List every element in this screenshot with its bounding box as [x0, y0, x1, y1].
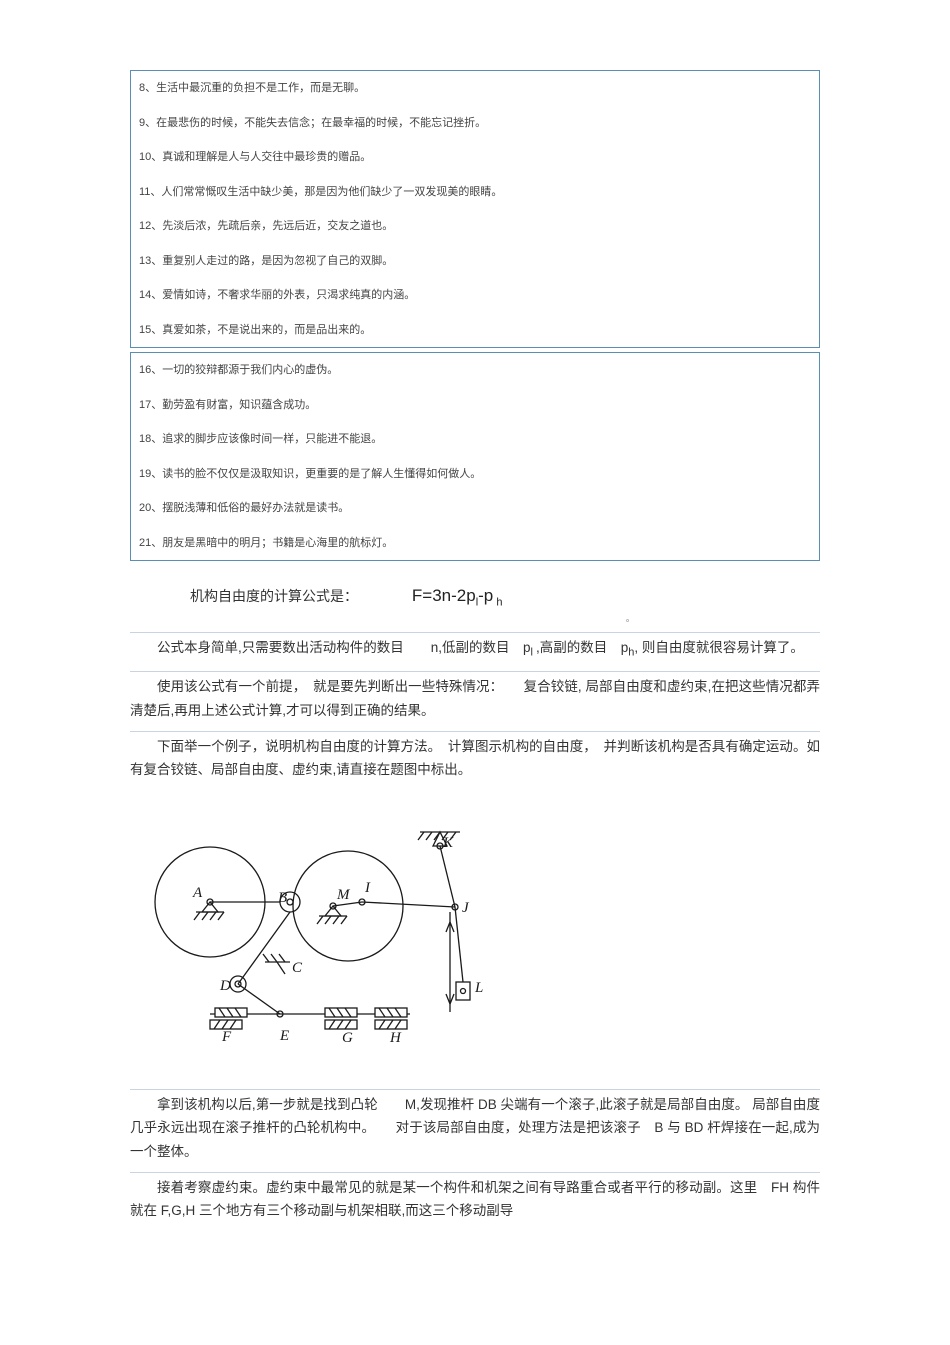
label-F: F	[221, 1029, 232, 1045]
aphorism-item: 8、生活中最沉重的负担不是工作，而是无聊。	[131, 71, 819, 106]
divider	[130, 1089, 820, 1090]
aphorism-item: 11、人们常常慨叹生活中缺少美，那是因为他们缺少了一双发现美的眼睛。	[131, 175, 819, 210]
divider	[130, 731, 820, 732]
label-H: H	[389, 1030, 402, 1046]
aphorism-item: 12、先淡后浓，先疏后亲，先远后近，交友之道也。	[131, 209, 819, 244]
aphorism-item: 18、追求的脚步应该像时间一样，只能进不能退。	[131, 422, 819, 457]
paragraph-1: 公式本身简单,只需要数出活动构件的数目 n,低副的数目 pl ,高副的数目 ph…	[130, 636, 820, 663]
label-D: D	[219, 978, 231, 994]
aphorism-item: 15、真爱如茶，不是说出来的，而是品出来的。	[131, 313, 819, 348]
diagram-svg: A B M I K J C D L E F G H	[130, 794, 545, 1049]
paragraph-2: 使用该公式有一个前提， 就是要先判断出一些特殊情况： 复合铰链, 局部自由度和虚…	[130, 675, 820, 722]
aphorism-item: 9、在最悲伤的时候，不能失去信念；在最幸福的时候，不能忘记挫折。	[131, 106, 819, 141]
label-A: A	[192, 885, 203, 901]
mechanism-diagram: A B M I K J C D L E F G H	[130, 794, 820, 1049]
aphorism-item: 19、读书的脸不仅仅是汲取知识，更重要的是了解人生懂得如何做人。	[131, 457, 819, 492]
aphorism-item: 13、重复别人走过的路，是因为忽视了自己的双脚。	[131, 244, 819, 279]
divider	[130, 671, 820, 672]
label-B: B	[278, 890, 287, 906]
paragraph-3: 下面举一个例子，说明机构自由度的计算方法。 计算图示机构的自由度， 并判断该机构…	[130, 735, 820, 782]
aphorism-item: 16、一切的狡辩都源于我们内心的虚伪。	[131, 353, 819, 388]
label-K: K	[442, 835, 454, 851]
label-M: M	[336, 887, 351, 903]
label-C: C	[292, 960, 303, 976]
divider	[130, 632, 820, 633]
aphorism-box-top: 8、生活中最沉重的负担不是工作，而是无聊。 9、在最悲伤的时候，不能失去信念；在…	[130, 70, 820, 348]
label-L: L	[474, 980, 483, 996]
label-E: E	[279, 1028, 289, 1044]
aphorism-item: 17、勤劳盈有财富，知识蕴含成功。	[131, 388, 819, 423]
paragraph-4: 拿到该机构以后,第一步就是找到凸轮 M,发现推杆 DB 尖端有一个滚子,此滚子就…	[130, 1093, 820, 1164]
aphorism-item: 14、爱情如诗，不奢求华丽的外表，只渴求纯真的内涵。	[131, 278, 819, 313]
paragraph-5: 接着考察虚约束。虚约束中最常见的就是某一个构件和机架之间有导路重合或者平行的移动…	[130, 1176, 820, 1223]
label-G: G	[342, 1030, 353, 1046]
divider	[130, 1172, 820, 1173]
aphorism-item: 20、摆脱浅薄和低俗的最好办法就是读书。	[131, 491, 819, 526]
aphorism-box-bottom: 16、一切的狡辩都源于我们内心的虚伪。 17、勤劳盈有财富，知识蕴含成功。 18…	[130, 352, 820, 561]
aphorism-item: 21、朋友是黑暗中的明月；书籍是心海里的航标灯。	[131, 526, 819, 561]
formula-intro: 机构自由度的计算公式是：	[190, 588, 358, 604]
aphorism-item: 10、真诚和理解是人与人交往中最珍贵的赠品。	[131, 140, 819, 175]
formula-line: 机构自由度的计算公式是： F=3n-2pl-p h	[190, 586, 820, 608]
formula-expression: F=3n-2pl-p h	[412, 586, 503, 605]
formula-dot: 。	[440, 613, 820, 624]
label-J: J	[462, 900, 470, 916]
label-I: I	[364, 880, 371, 896]
